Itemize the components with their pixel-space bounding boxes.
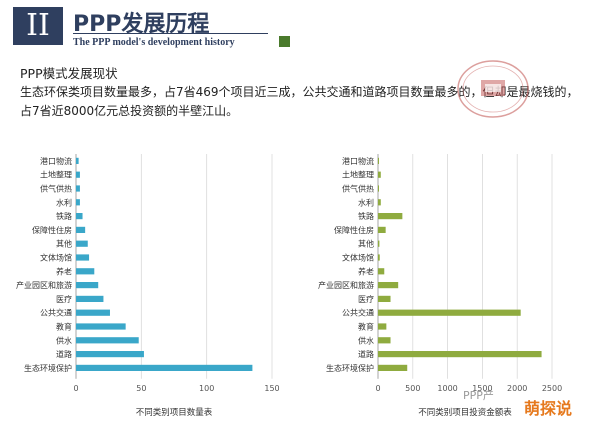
bar [76, 295, 104, 302]
category-label: 医疗 [56, 294, 72, 304]
bar [76, 309, 110, 316]
category-label: 供气供热 [40, 184, 72, 194]
bar [76, 254, 90, 261]
bar [378, 364, 408, 371]
category-label: 产业园区和旅游 [16, 280, 72, 290]
bar [378, 157, 379, 164]
x-tick-label: 100 [199, 384, 214, 393]
bar [378, 268, 385, 275]
category-label: 公共交通 [40, 308, 72, 318]
bar [76, 282, 99, 289]
summary-paragraph: 生态环保类项目数量最多，占7省469个项目近三成，公共交通和道路项目数量最多的，… [20, 85, 579, 118]
category-label: 铁路 [358, 211, 374, 221]
header-divider [73, 33, 268, 34]
bar [76, 323, 126, 330]
category-label: 保障性住房 [334, 225, 374, 235]
bar [76, 199, 80, 206]
bar [378, 199, 381, 206]
bar [76, 213, 83, 220]
x-tick-label: 2500 [542, 384, 562, 393]
x-tick-label: 2000 [507, 384, 527, 393]
x-axis-title: 不同类别项目数量表 [136, 407, 213, 418]
bar [378, 337, 391, 344]
category-label: 教育 [358, 322, 374, 332]
bar [76, 226, 86, 233]
category-label: 教育 [56, 322, 72, 332]
bar [378, 240, 380, 247]
x-tick-label: 0 [73, 384, 78, 393]
category-label: 水利 [56, 197, 72, 207]
section-number-badge: II [13, 7, 63, 45]
category-label: 供水 [358, 335, 374, 345]
bar [378, 309, 521, 316]
category-label: 铁路 [56, 211, 72, 221]
bar [378, 254, 380, 261]
section-heading: PPP模式发展现状 [20, 66, 118, 81]
bar [378, 295, 391, 302]
category-label: 港口物流 [342, 156, 374, 166]
bar [378, 226, 386, 233]
category-label: 供气供热 [342, 184, 374, 194]
category-label: 港口物流 [40, 156, 72, 166]
category-label: 土地整理 [342, 170, 374, 180]
category-label: 文体场馆 [342, 253, 374, 263]
category-label: 产业园区和旅游 [318, 280, 374, 290]
x-tick-label: 1000 [437, 384, 457, 393]
bar [76, 240, 88, 247]
x-tick-label: 50 [136, 384, 146, 393]
seal-stamp-icon [457, 60, 529, 118]
x-axis-title: 不同类别项目投资金额表 [418, 407, 512, 418]
category-label: 文体场馆 [40, 253, 72, 263]
bar [76, 364, 253, 371]
category-label: 水利 [358, 197, 374, 207]
category-label: 生态环境保护 [24, 363, 72, 373]
bar [378, 213, 403, 220]
bar [76, 157, 79, 164]
category-label: 生态环境保护 [326, 363, 374, 373]
x-tick-label: 500 [405, 384, 420, 393]
category-label: 土地整理 [40, 170, 72, 180]
category-label: 其他 [56, 239, 72, 249]
category-label: 养老 [358, 266, 374, 276]
bar [76, 171, 80, 178]
category-label: 公共交通 [342, 308, 374, 318]
category-label: 道路 [56, 349, 72, 359]
slide-title: PPP发展历程 [73, 12, 210, 37]
x-tick-label: 1500 [472, 384, 492, 393]
category-label: 其他 [358, 239, 374, 249]
chart-area: 0 50 100 150 港口物流土地整理供气供热水利铁路保障性住房其他文体场馆养老产业… [0, 148, 594, 423]
slide-subtitle: The PPP model's development history [73, 37, 235, 48]
corner-logo: 萌探说 [524, 399, 573, 418]
bar [378, 351, 542, 358]
x-tick-label: 0 [375, 384, 380, 393]
watermark-text: PPP产 [463, 389, 494, 402]
bar [76, 337, 139, 344]
bar [378, 282, 399, 289]
category-label: 道路 [358, 349, 374, 359]
category-label: 养老 [56, 266, 72, 276]
bar [76, 268, 95, 275]
bar [76, 185, 80, 192]
accent-square-icon [279, 36, 290, 47]
bar [378, 323, 387, 330]
bar [76, 351, 144, 358]
bar [378, 171, 381, 178]
category-label: 保障性住房 [32, 225, 72, 235]
category-label: 供水 [56, 335, 72, 345]
x-tick-label: 150 [264, 384, 279, 393]
charts-canvas: 0 50 100 150 港口物流土地整理供气供热水利铁路保障性住房其他文体场馆养老产业… [16, 154, 562, 418]
bar [378, 185, 379, 192]
category-label: 医疗 [358, 294, 374, 304]
